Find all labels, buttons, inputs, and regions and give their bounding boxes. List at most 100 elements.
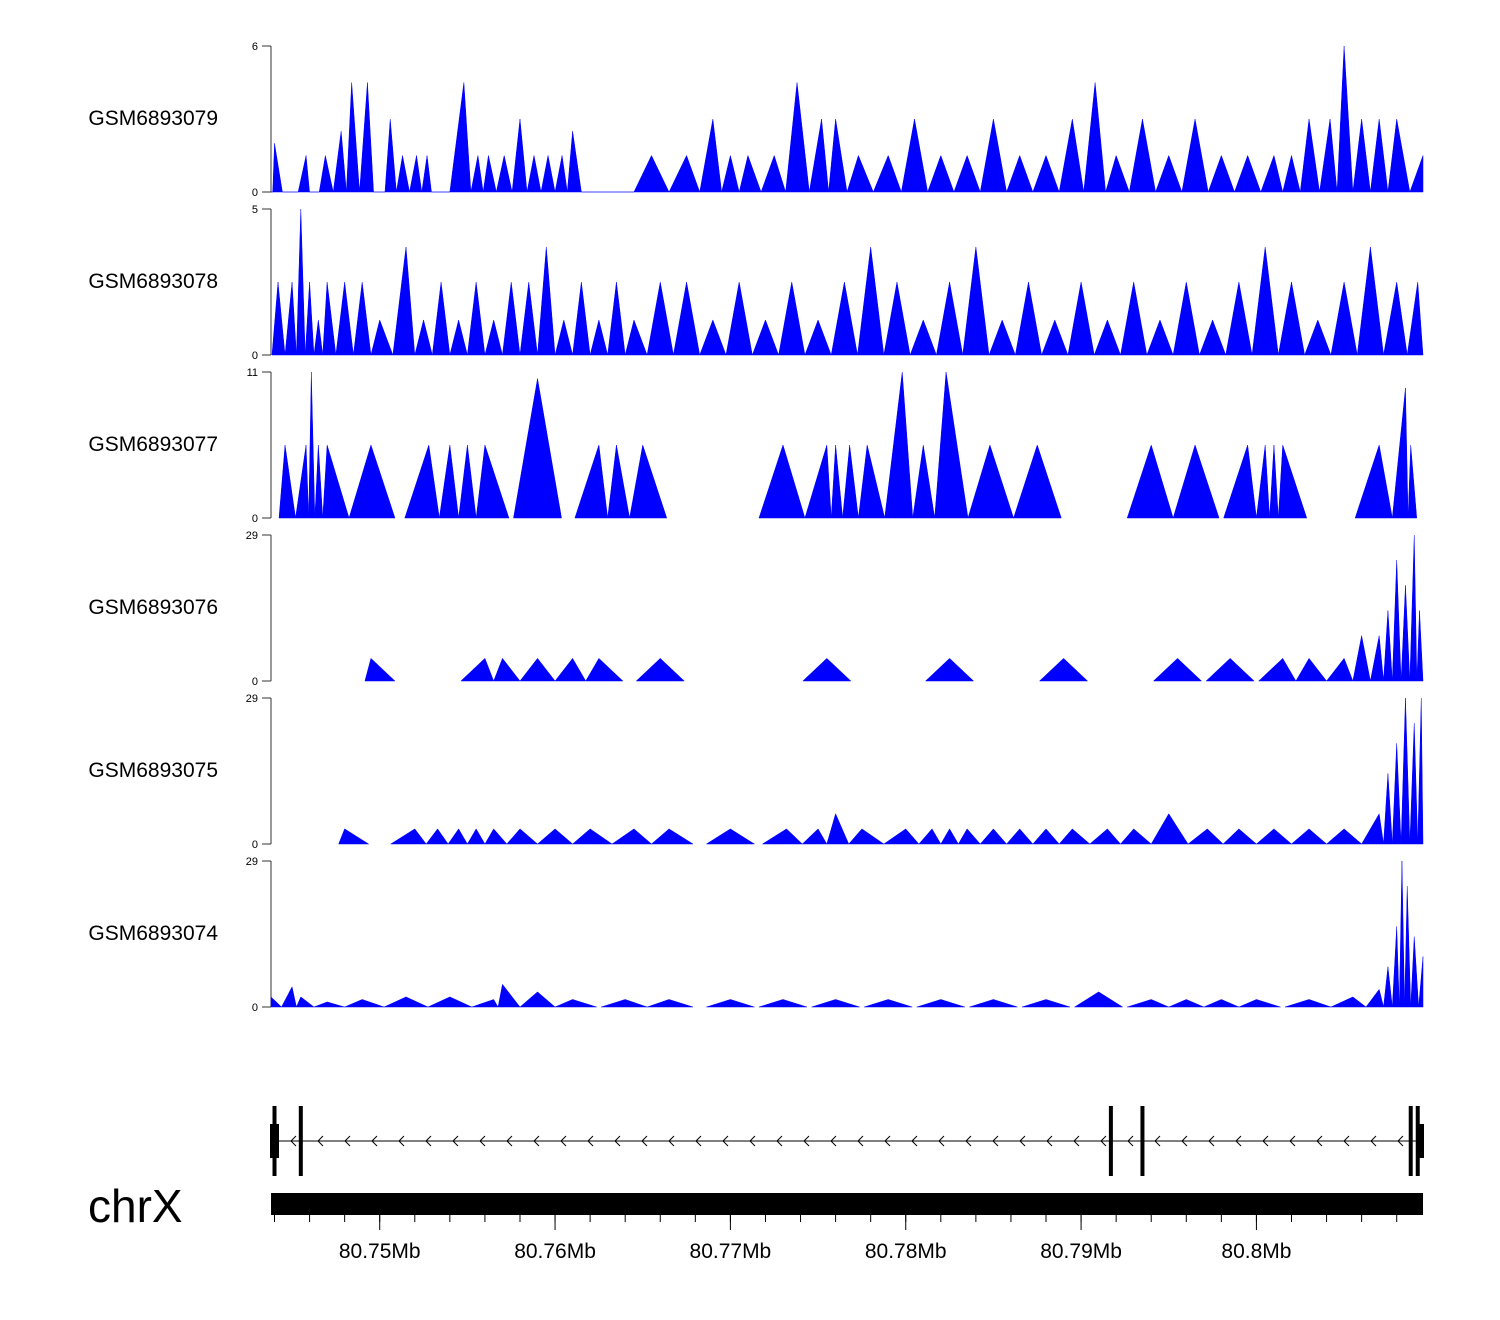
coverage-peak [1392,387,1409,519]
coverage-peak [1299,118,1320,193]
coverage-peak [940,828,959,845]
coverage-peak [471,999,499,1008]
x-tick-label: 80.75Mb [339,1240,421,1263]
coverage-peak [830,281,858,356]
strand-arrow [1343,1135,1350,1147]
coverage-peak [421,155,432,193]
coverage-peak [511,118,528,193]
coverage-peak [284,281,297,356]
track-label: GSM6893075 [88,759,218,782]
strand-arrow [1397,1135,1404,1147]
coverage-peak [1258,657,1297,682]
y-tick-label-max: 29 [246,856,258,868]
coverage-peak [1387,118,1411,193]
coverage-peak [1409,723,1418,845]
coverage-peak [389,828,427,845]
coverage-peak [449,82,472,193]
coverage-peak [1058,118,1085,193]
coverage-peak [404,444,440,519]
coverage-peak [432,281,451,356]
coverage-peak [884,371,914,519]
coverage-peak [924,658,975,682]
coverage-peak [554,999,597,1008]
coverage-peak [1290,828,1328,845]
coverage-peak [751,319,779,356]
coverage-peak [1021,999,1071,1008]
coverage-peak [883,281,911,356]
coverage-peak [646,281,674,356]
coverage-peak [1222,828,1258,845]
utr-block-right [1418,1124,1424,1158]
coverage-peak [647,999,694,1008]
coverage-peak [601,999,648,1008]
coverage-peak [864,999,913,1008]
coverage-peak [271,281,286,356]
coverage-peak [1093,319,1121,356]
coverage-peak [540,155,556,193]
coverage-peak [1207,154,1235,193]
coverage-peak [611,828,653,845]
coverage-peak [1129,118,1156,193]
coverage-peak [1146,319,1174,356]
exon-block [1415,1106,1420,1176]
strand-arrow [1019,1135,1026,1147]
strand-arrow [1073,1135,1080,1147]
coverage-peak [1255,828,1293,845]
strand-arrow [587,1135,594,1147]
strand-arrow [1262,1135,1269,1147]
coverage-peak [344,999,385,1008]
strand-arrow [398,1135,405,1147]
coverage-peak [359,82,374,193]
coverage-peak [409,155,423,193]
track-GSM6893079: 6 0 GSM6893079 [88,41,1424,199]
coverage-peak [1410,936,1419,1008]
coverage-peak [1006,154,1034,193]
y-tick-label-min: 0 [252,187,258,199]
strand-arrow [371,1135,378,1147]
coverage-peak [909,319,937,356]
coverage-peak [901,118,928,193]
coverage-peak [809,118,829,193]
coverage-peak [296,996,315,1008]
coverage-peak [1089,828,1122,845]
coverage-peak [916,999,965,1008]
coverage-peak [272,143,283,193]
coverage-peak [635,658,685,682]
coverage-peak [338,828,370,845]
coverage-peak [760,154,786,193]
strand-arrow [1154,1135,1161,1147]
exon-block [1408,1106,1413,1176]
coverage-peak [346,82,360,193]
coverage-peak [673,281,701,356]
coverage-peak [295,444,309,519]
coverage-peak [308,371,316,519]
coverage-peak [297,155,310,193]
coverage-peak [1319,118,1338,193]
strand-arrow [452,1135,459,1147]
coverage-peak [554,319,573,356]
coverage-peak [1278,444,1308,519]
coverage-peak [1058,828,1091,845]
y-tick-label-max: 11 [247,367,258,379]
coverage-peak [1041,319,1069,356]
coverage-peak [506,828,539,845]
coverage-peak [758,444,806,519]
coverage-peak [304,281,315,356]
exon-block [1140,1106,1145,1176]
coverage-peak [1352,635,1371,682]
coverage-peak [574,444,608,519]
coverage-peak [969,999,1018,1008]
coverage-peak [826,813,850,845]
coverage-peak [278,444,296,519]
coverage-peak [447,828,468,845]
track-label: GSM6893078 [88,270,218,293]
coverage-peak [1013,444,1062,519]
coverage-peak [725,281,753,356]
x-tick-label: 80.79Mb [1040,1240,1122,1263]
coverage-peak [1370,118,1389,193]
strand-arrow [857,1135,864,1147]
chromosome-label: chrX [88,1180,183,1232]
coverage-peak [1417,697,1424,845]
coverage-peak [607,281,626,356]
coverage-peak [370,319,394,356]
